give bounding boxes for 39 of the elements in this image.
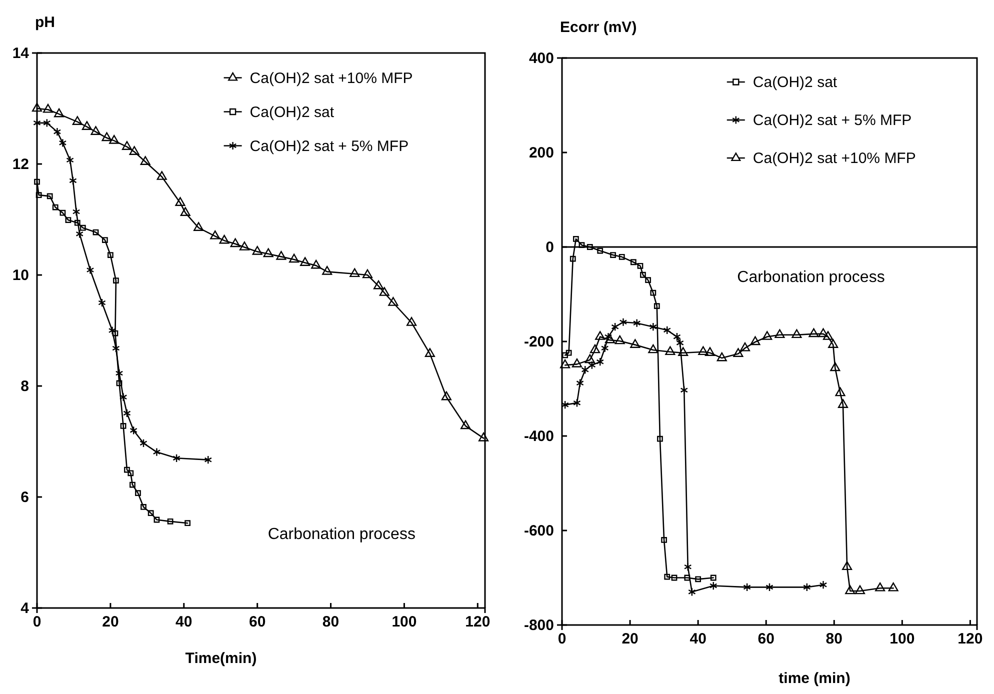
y-tick-label: 6 xyxy=(20,488,29,506)
annotation: Carbonation process xyxy=(268,526,416,544)
x-tick-label: 0 xyxy=(558,630,566,648)
legend-label: Ca(OH)2 sat +10% MFP xyxy=(250,70,413,87)
x-tick-label: 80 xyxy=(826,630,842,648)
x-tick-label: 60 xyxy=(248,614,266,631)
x-axis-title: time (min) xyxy=(778,670,850,687)
legend-label: Ca(OH)2 sat + 5% MFP xyxy=(752,112,912,130)
y-tick-label: 10 xyxy=(12,266,29,284)
legend-label: Ca(OH)2 sat +10% MFP xyxy=(752,150,916,168)
y-tick-label: 8 xyxy=(20,378,29,395)
x-tick-label: 60 xyxy=(758,630,774,648)
y-tick-label: 200 xyxy=(528,144,554,162)
y-tick-label: -600 xyxy=(524,522,554,540)
x-tick-label: 0 xyxy=(32,614,42,631)
legend-label: Ca(OH)2 sat xyxy=(752,74,838,92)
y-axis-title: Ecorr (mV) xyxy=(560,19,637,36)
annotation: Carbonation process xyxy=(737,268,885,286)
y-tick-label: -400 xyxy=(524,428,554,445)
y-tick-label: 4 xyxy=(20,600,30,617)
y-tick-label: 400 xyxy=(528,50,554,67)
x-tick-label: 80 xyxy=(322,614,340,631)
legend-label: Ca(OH)2 sat + 5% MFP xyxy=(250,138,409,155)
x-tick-label: 20 xyxy=(622,630,638,648)
legend-label: Ca(OH)2 sat xyxy=(250,104,335,121)
y-axis-title: pH xyxy=(35,14,55,31)
y-tick-label: 12 xyxy=(12,156,29,173)
x-axis-title: Time(min) xyxy=(185,650,257,667)
x-tick-label: 120 xyxy=(465,614,490,631)
x-tick-label: 40 xyxy=(690,630,706,648)
x-tick-label: 100 xyxy=(890,630,915,648)
x-tick-label: 20 xyxy=(102,614,119,631)
x-tick-label: 120 xyxy=(958,630,983,648)
x-tick-label: 100 xyxy=(392,614,417,631)
y-tick-label: 14 xyxy=(12,44,30,62)
y-tick-label: -200 xyxy=(524,333,554,350)
x-tick-label: 40 xyxy=(176,614,192,631)
y-tick-label: -800 xyxy=(524,616,554,634)
y-tick-label: 0 xyxy=(546,238,554,256)
